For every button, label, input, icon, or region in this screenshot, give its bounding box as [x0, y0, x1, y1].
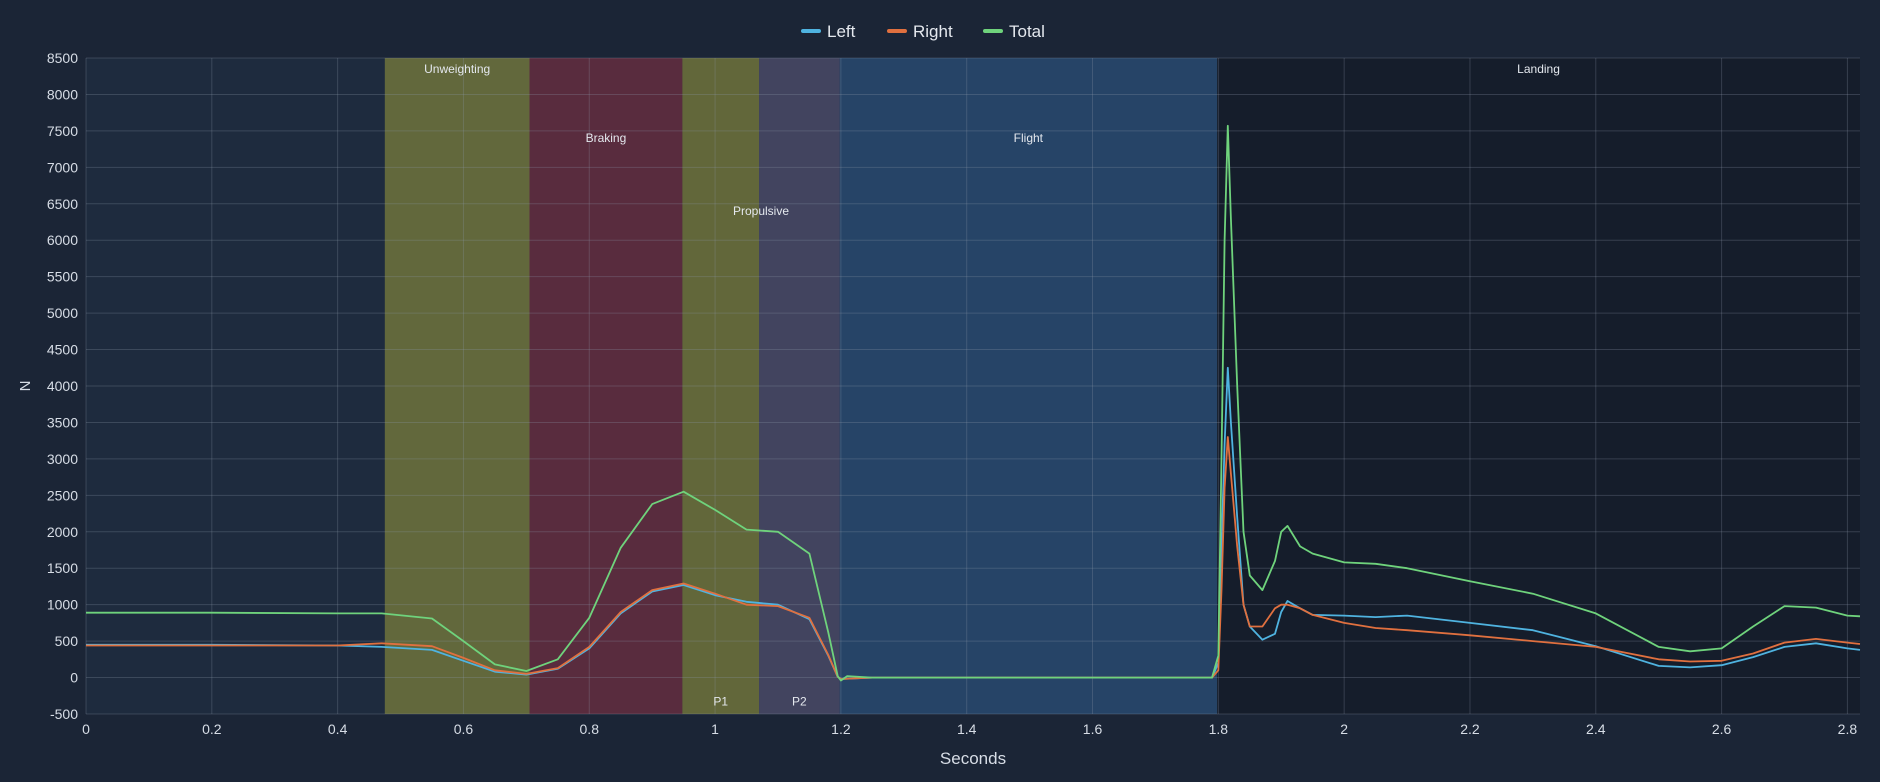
phase-label-landing: Landing	[1517, 62, 1560, 76]
legend-swatch	[801, 29, 821, 33]
phase-label-flight: Flight	[1014, 131, 1044, 145]
x-tick-label: 2.2	[1460, 721, 1480, 737]
x-tick-label: 0.2	[202, 721, 222, 737]
subphase-label-p1: P1	[713, 694, 728, 708]
x-tick-label: 2.8	[1838, 721, 1858, 737]
y-tick-labels: -500 0 500 1000 1500 2000 2500 3000 3500 4000 4500…	[47, 50, 78, 722]
legend-label: Right	[913, 22, 953, 41]
phase-labels: Unweighting Braking Propulsive Flight Landin…	[424, 62, 1560, 708]
phase-label-unweighting: Unweighting	[424, 62, 490, 76]
series-lines	[86, 124, 1861, 682]
phase-label-propulsive: Propulsive	[733, 204, 789, 218]
grid-lines	[85, 57, 1860, 715]
x-axis-label: Seconds	[940, 749, 1006, 768]
x-tick-label: 2.6	[1712, 721, 1732, 737]
x-tick-label: 1	[711, 721, 719, 737]
x-tick-label: 0.6	[454, 721, 474, 737]
y-tick-label: 1500	[47, 560, 78, 576]
y-tick-label: 6500	[47, 196, 78, 212]
series-line-total	[86, 124, 1861, 682]
x-tick-label: 2	[1340, 721, 1348, 737]
y-tick-label: 1000	[47, 597, 78, 613]
y-axis-label: N	[17, 381, 34, 392]
legend-label: Total	[1009, 22, 1045, 41]
series-line-right	[86, 436, 1861, 680]
y-tick-label: -500	[50, 706, 78, 722]
y-tick-label: 0	[70, 670, 78, 686]
y-tick-label: 7500	[47, 123, 78, 139]
phase-region-flight	[839, 58, 1218, 714]
phase-region-landing	[1217, 58, 1860, 714]
y-tick-label: 3000	[47, 451, 78, 467]
x-tick-labels: 0 0.2 0.4 0.6 0.8 1 1.2 1.4 1.6 1.8 2 2.2 2.4 2.6 2.8	[82, 721, 1857, 737]
legend-swatch	[983, 29, 1003, 33]
y-tick-label: 2000	[47, 524, 78, 540]
y-tick-label: 3500	[47, 414, 78, 430]
x-tick-label: 2.4	[1586, 721, 1606, 737]
y-tick-label: 8500	[47, 50, 78, 66]
legend-item-total[interactable]: Total	[983, 22, 1045, 41]
legend-item-left[interactable]: Left	[801, 22, 856, 41]
legend-swatch	[887, 29, 907, 33]
y-tick-label: 5000	[47, 305, 78, 321]
y-tick-label: 2500	[47, 487, 78, 503]
legend[interactable]: Left Right Total	[801, 22, 1045, 41]
x-tick-label: 1.6	[1083, 721, 1103, 737]
y-tick-label: 4000	[47, 378, 78, 394]
phase-region-braking	[529, 58, 683, 714]
x-tick-label: 0.4	[328, 721, 348, 737]
subphase-label-p2: P2	[792, 694, 807, 708]
y-tick-label: 5500	[47, 269, 78, 285]
phase-region-unweighting	[384, 58, 530, 714]
y-tick-label: 7000	[47, 159, 78, 175]
phase-regions	[384, 58, 1860, 714]
x-tick-label: 1.2	[831, 721, 851, 737]
y-tick-label: 4500	[47, 342, 78, 358]
x-tick-label: 0.8	[580, 721, 600, 737]
legend-item-right[interactable]: Right	[887, 22, 953, 41]
y-tick-label: 6000	[47, 232, 78, 248]
y-tick-label: 500	[55, 633, 79, 649]
x-tick-label: 1.8	[1209, 721, 1229, 737]
x-tick-label: 1.4	[957, 721, 977, 737]
y-tick-label: 8000	[47, 86, 78, 102]
x-tick-label: 0	[82, 721, 90, 737]
phase-label-braking: Braking	[586, 131, 627, 145]
legend-label: Left	[827, 22, 856, 41]
